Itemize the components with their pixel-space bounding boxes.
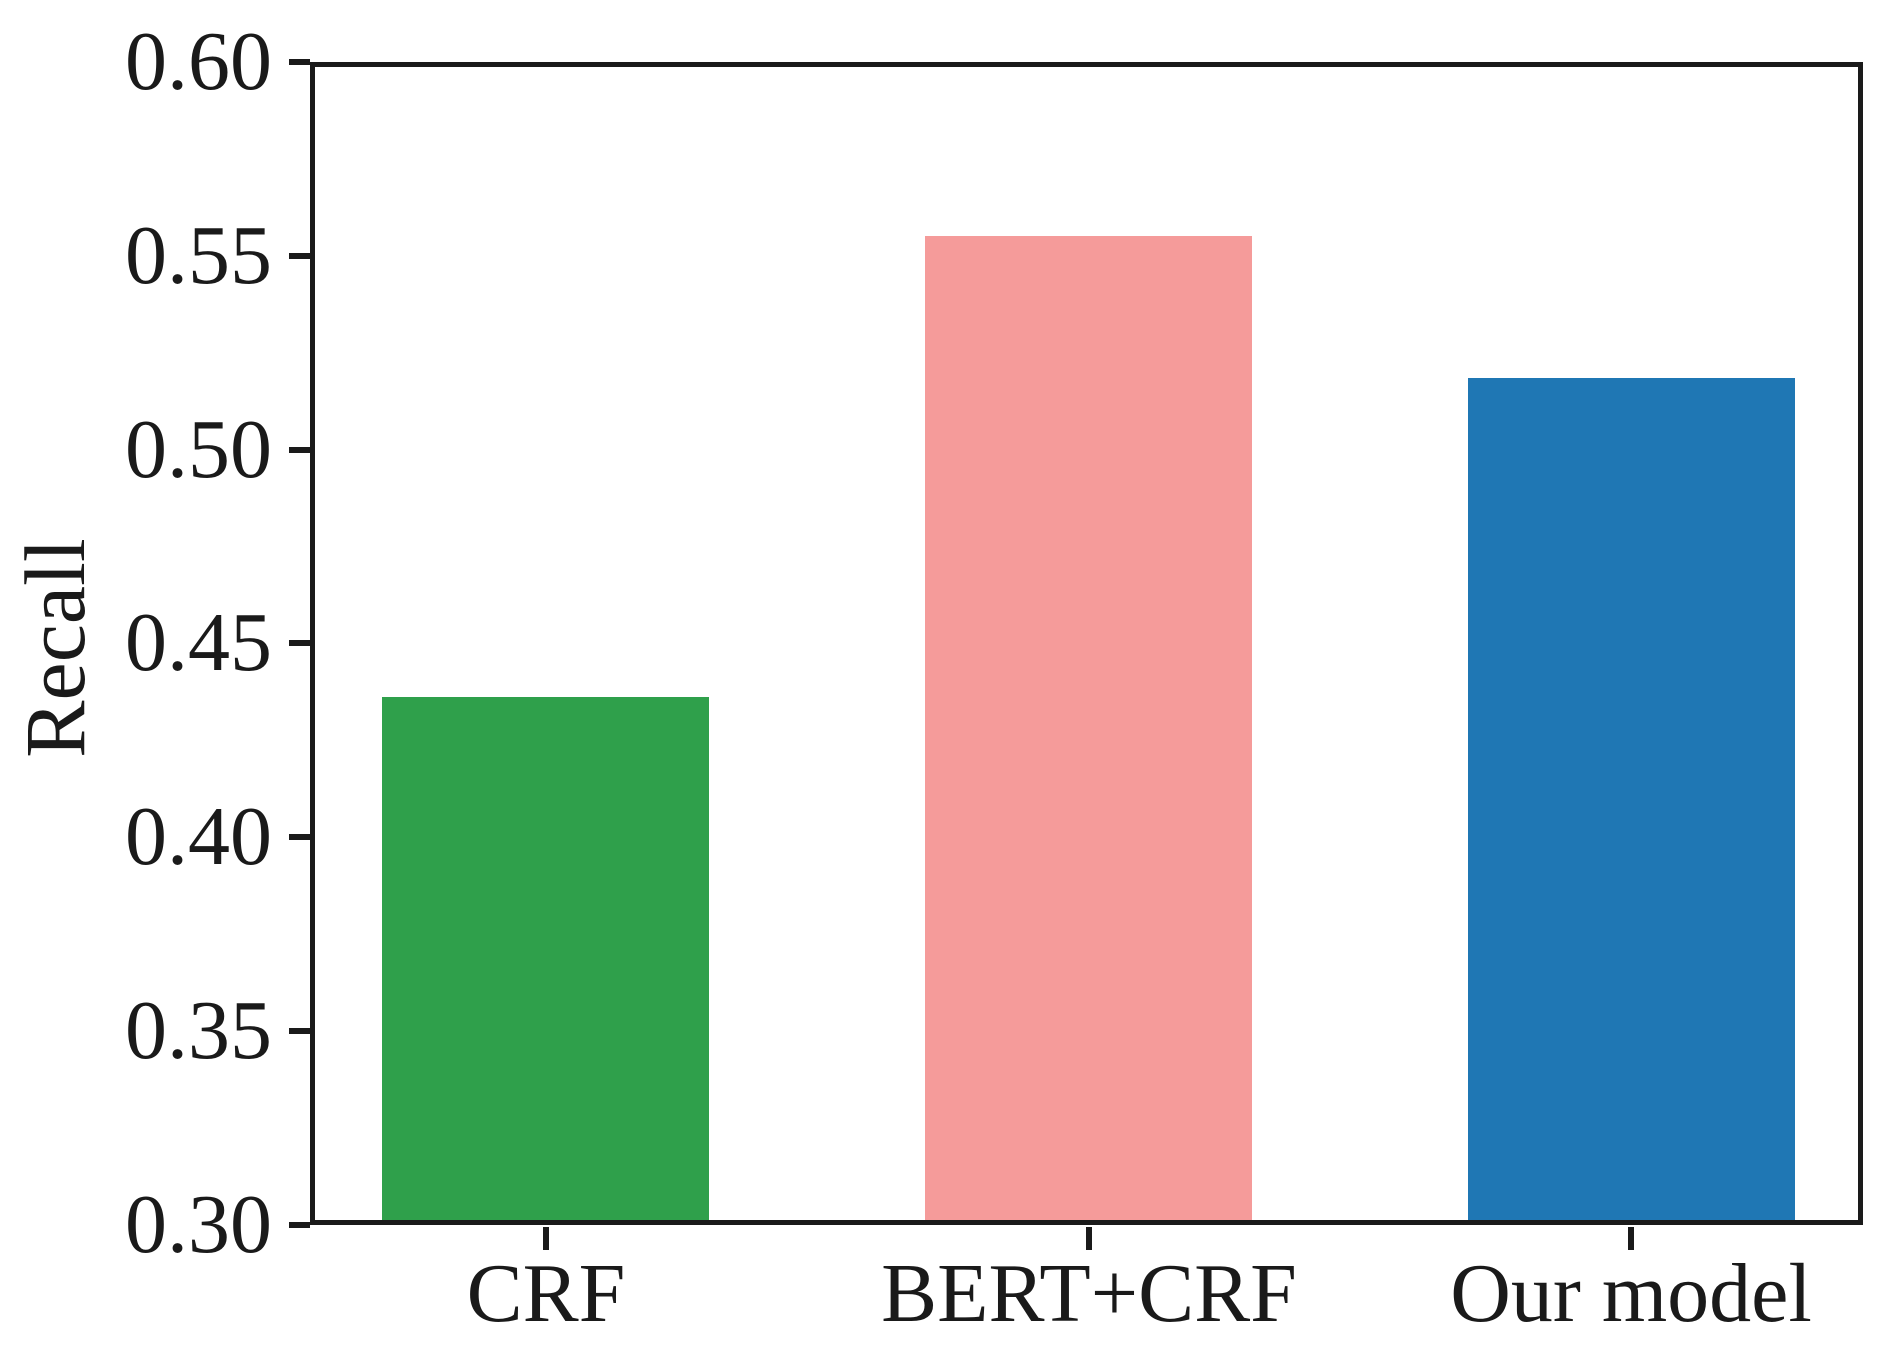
y-tick-label-0.40: 0.40 <box>125 790 272 883</box>
y-tick-label-0.30: 0.30 <box>125 1178 272 1271</box>
x-tick-crf <box>543 1227 549 1250</box>
x-tick-our-model <box>1628 1227 1634 1250</box>
y-tick-label-0.60: 0.60 <box>125 15 272 108</box>
y-tick-0.35 <box>289 1028 310 1034</box>
x-tick-label-our-model: Our model <box>1450 1247 1812 1340</box>
y-tick-0.45 <box>289 640 310 646</box>
y-tick-0.40 <box>289 834 310 840</box>
x-tick-label-bert-crf: BERT+CRF <box>881 1247 1297 1340</box>
y-tick-label-0.50: 0.50 <box>125 403 272 496</box>
bar-our-model <box>1468 378 1795 1220</box>
y-tick-0.30 <box>289 1222 310 1228</box>
y-tick-0.50 <box>289 447 310 453</box>
y-tick-label-0.45: 0.45 <box>125 596 272 689</box>
y-tick-0.55 <box>289 253 310 259</box>
y-tick-label-0.35: 0.35 <box>125 984 272 1077</box>
bar-bert-crf <box>925 236 1252 1220</box>
plot-area <box>310 62 1863 1225</box>
x-tick-label-crf: CRF <box>466 1247 626 1340</box>
y-tick-label-0.55: 0.55 <box>125 209 272 302</box>
y-tick-0.60 <box>289 59 310 65</box>
bar-crf <box>382 697 709 1220</box>
x-tick-bert-crf <box>1086 1227 1092 1250</box>
